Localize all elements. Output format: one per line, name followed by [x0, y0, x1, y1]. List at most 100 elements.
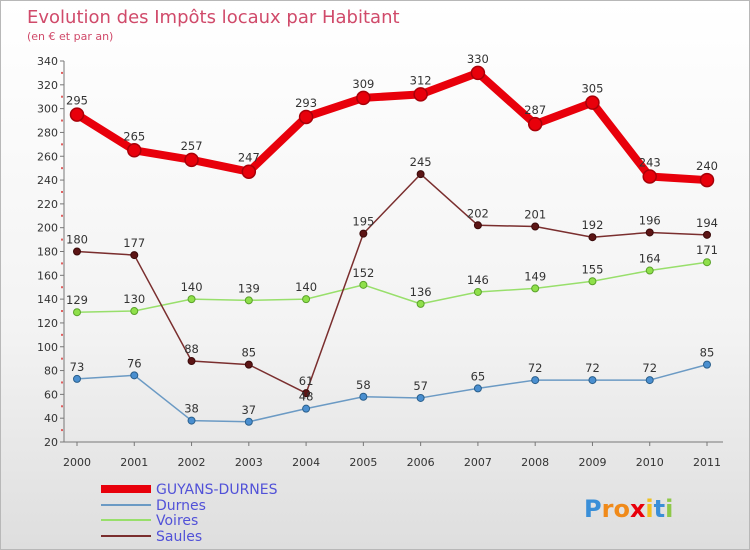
y-tick-label: 280	[37, 126, 58, 139]
point-saules	[73, 247, 81, 256]
point-saules	[359, 229, 368, 238]
data-label-voires: 152	[352, 266, 374, 280]
data-label-guyans-durnes: 265	[123, 129, 145, 143]
point-voires	[588, 277, 597, 286]
chart-subtitle: (en € et par an)	[27, 30, 113, 43]
x-tick-label: 2010	[636, 456, 664, 469]
data-label-voires: 140	[295, 280, 317, 294]
data-label-durnes: 58	[356, 378, 371, 392]
brand-letter: t	[654, 495, 665, 523]
data-label-saules: 245	[410, 155, 432, 169]
x-tick-label: 2000	[63, 456, 91, 469]
point-durnes	[130, 371, 139, 380]
point-saules	[703, 230, 711, 239]
data-label-saules: 88	[184, 342, 199, 356]
data-label-guyans-durnes: 305	[581, 82, 603, 96]
legend-label-saules: Saules	[156, 529, 202, 545]
data-label-saules: 195	[352, 215, 374, 229]
point-voires	[473, 287, 482, 296]
y-tick-label: 100	[37, 341, 58, 354]
data-label-durnes: 65	[471, 369, 486, 383]
series-line-durnes	[76, 363, 708, 423]
data-label-guyans-durnes: 330	[467, 52, 489, 66]
data-label-durnes: 76	[127, 356, 142, 370]
point-saules	[588, 233, 597, 242]
brand-letter: i	[665, 495, 673, 523]
data-label-saules: 192	[581, 218, 603, 232]
point-durnes	[473, 384, 482, 393]
point-saules	[130, 251, 139, 260]
point-saules	[187, 357, 196, 366]
data-label-saules: 177	[123, 236, 145, 250]
y-tick-label: 20	[44, 436, 58, 449]
x-tick-label: 2002	[178, 456, 206, 469]
point-voires	[416, 299, 425, 308]
y-tick-label: 140	[37, 293, 58, 306]
point-guyans-durnes	[69, 107, 85, 122]
point-durnes	[416, 393, 425, 402]
y-tick-label: 320	[37, 79, 58, 92]
point-voires	[302, 295, 311, 304]
point-voires	[130, 307, 139, 316]
data-label-voires: 139	[238, 281, 260, 295]
data-label-voires: 155	[581, 262, 603, 276]
y-tick-label: 220	[37, 198, 58, 211]
series-layer	[69, 65, 715, 426]
data-label-durnes: 48	[299, 390, 314, 404]
data-label-guyans-durnes: 287	[524, 103, 546, 117]
point-durnes	[187, 416, 196, 425]
point-durnes	[645, 376, 654, 385]
data-label-durnes: 85	[700, 346, 715, 360]
data-label-durnes: 57	[413, 379, 428, 393]
brand-letter: o	[613, 495, 630, 523]
chart-title: Evolution des Impôts locaux par Habitant	[27, 7, 400, 28]
data-label-voires: 140	[181, 280, 203, 294]
data-label-saules: 85	[241, 346, 256, 360]
point-guyans-durnes	[184, 152, 199, 168]
y-tick-label: 120	[37, 317, 58, 330]
data-label-saules: 194	[696, 216, 718, 230]
x-tick-label: 2003	[235, 456, 263, 469]
data-label-voires: 130	[123, 292, 145, 306]
data-label-guyans-durnes: 312	[410, 73, 432, 87]
x-tick-label: 2007	[464, 456, 492, 469]
point-voires	[73, 308, 81, 317]
point-saules	[302, 389, 311, 398]
point-voires	[703, 258, 711, 267]
data-label-saules: 201	[524, 207, 546, 221]
series-line-saules	[76, 173, 708, 394]
legend-label-durnes: Durnes	[156, 498, 206, 514]
y-tick-label: 40	[44, 412, 58, 425]
data-label-voires: 136	[410, 285, 432, 299]
x-tick-label: 2009	[578, 456, 606, 469]
data-label-guyans-durnes: 309	[352, 77, 374, 91]
point-guyans-durnes	[413, 87, 428, 102]
legend-label-guyans-durnes: GUYANS-DURNES	[156, 482, 278, 498]
brand-text: Proxiti	[584, 495, 673, 523]
y-tick-label: 240	[37, 174, 58, 187]
axes: 20 40 60 80 100 120 140 160 180 200 220 240 260 280 30…	[37, 55, 723, 469]
data-label-voires: 171	[696, 243, 718, 257]
data-label-voires: 129	[66, 293, 88, 307]
point-guyans-durnes	[470, 65, 486, 81]
y-tick-label: 160	[37, 269, 58, 282]
data-label-guyans-durnes: 295	[66, 94, 88, 108]
y-tick-label: 180	[37, 246, 58, 259]
point-guyans-durnes	[642, 169, 657, 184]
point-guyans-durnes	[298, 109, 314, 125]
point-durnes	[703, 360, 711, 369]
brand-letter: x	[630, 495, 646, 523]
data-label-durnes: 38	[184, 402, 199, 416]
y-tick-label: 80	[44, 365, 58, 378]
data-label-guyans-durnes: 257	[181, 139, 203, 153]
point-saules	[244, 360, 253, 369]
point-durnes	[244, 417, 253, 426]
data-label-guyans-durnes: 293	[295, 96, 317, 110]
point-guyans-durnes	[527, 116, 543, 132]
x-tick-label: 2004	[292, 456, 320, 469]
point-durnes	[302, 404, 311, 413]
data-label-voires: 146	[467, 273, 489, 287]
point-voires	[187, 295, 196, 304]
